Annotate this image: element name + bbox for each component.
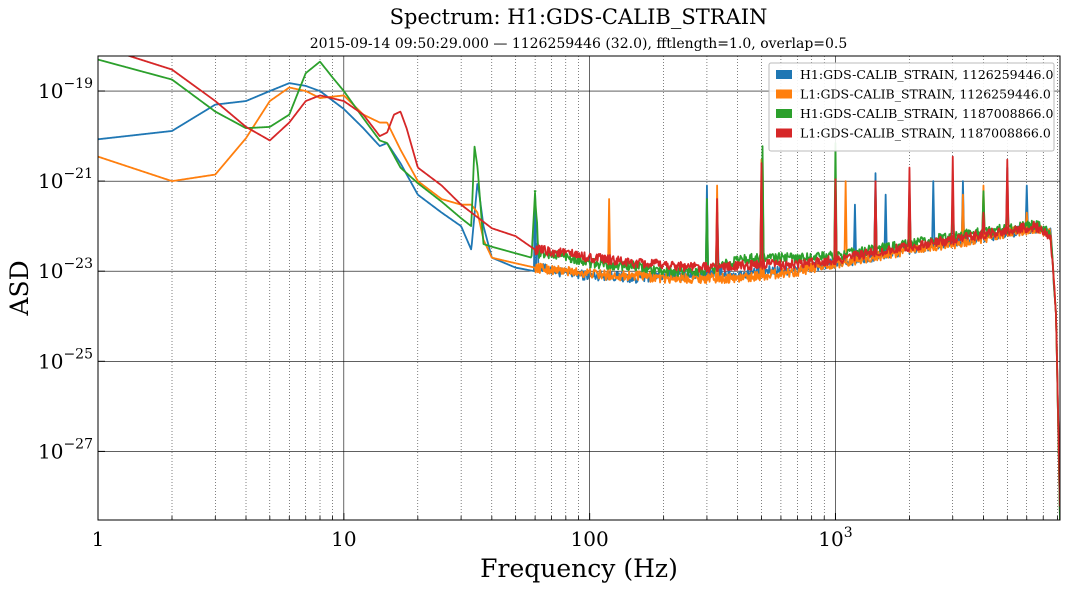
y-tick-exponent: −21 (63, 166, 93, 182)
axis-ticks (97, 90, 1058, 520)
y-axis-label: ASD (5, 260, 34, 316)
x-tick-exponent: 3 (844, 525, 853, 541)
y-tick-exponent: −27 (63, 436, 93, 452)
chart-title: Spectrum: H1:GDS-CALIB_STRAIN (389, 5, 768, 29)
y-tick-labels: 10−19 10−21 10−23 10−25 10−27 (38, 76, 93, 463)
legend-swatch (776, 70, 792, 79)
x-tick-labels: 1 10 100 103 (92, 525, 853, 551)
legend-label: L1:GDS-CALIB_STRAIN, 1126259446.0 (800, 87, 1051, 102)
chart-subtitle: 2015-09-14 09:50:29.000 — 1126259446 (32… (309, 36, 848, 52)
x-tick-label: 103 (818, 525, 852, 551)
legend-label: H1:GDS-CALIB_STRAIN, 1187008866.0 (800, 106, 1053, 121)
legend-swatch (776, 109, 792, 118)
y-tick-label: 10−23 (38, 256, 93, 283)
legend: H1:GDS-CALIB_STRAIN, 1126259446.0 L1:GDS-… (768, 62, 1055, 152)
y-tick-label: 10−27 (38, 436, 93, 463)
y-tick-exponent: −25 (63, 346, 93, 362)
y-tick-exponent: −23 (63, 256, 93, 272)
plot-frame (97, 55, 1061, 521)
legend-swatch (776, 128, 792, 138)
series-line (126, 56, 1060, 507)
y-tick-label: 10−21 (38, 166, 93, 193)
legend-label: H1:GDS-CALIB_STRAIN, 1126259446.0 (800, 67, 1053, 82)
y-tick-exponent: −19 (63, 76, 93, 92)
series-layer (98, 56, 1060, 520)
legend-swatch (776, 89, 792, 99)
x-tick-label: 1 (92, 527, 105, 551)
x-tick-label: 100 (571, 527, 609, 551)
legend-box (768, 62, 1055, 152)
x-axis-label: Frequency (Hz) (480, 554, 678, 583)
x-tick-label: 10 (331, 527, 356, 551)
y-tick-label: 10−25 (38, 346, 93, 373)
legend-label: L1:GDS-CALIB_STRAIN, 1187008866.0 (800, 126, 1051, 141)
y-tick-label: 10−19 (38, 76, 93, 103)
